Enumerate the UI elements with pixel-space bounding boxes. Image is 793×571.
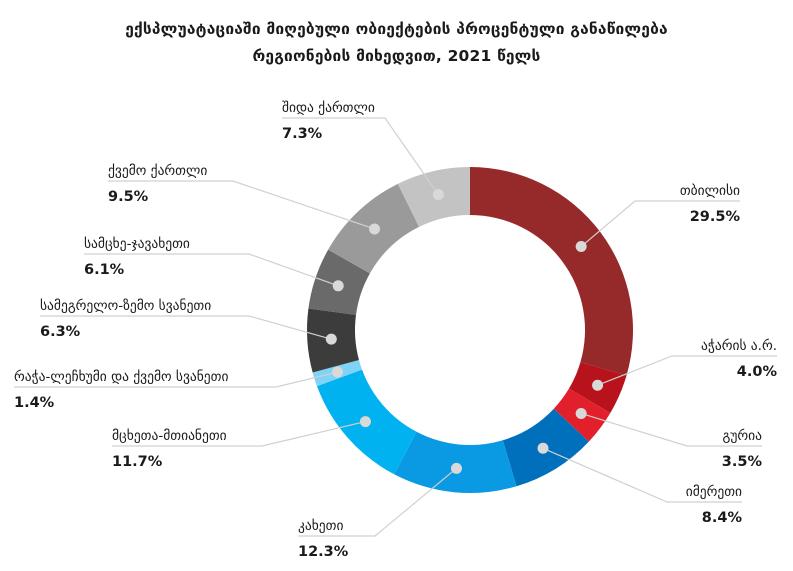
leader-line [84,253,339,287]
slice-marker-dot [332,280,344,292]
slice-label-name: თბილისი [680,183,740,199]
slice-label-name: სამცხე-ჯავახეთი [84,236,190,252]
slice-label-name: შიდა ქართლი [282,99,375,116]
slice-label-value: 4.0% [737,364,778,380]
slice-marker-dot [575,241,587,253]
slice-label-value: 6.1% [84,262,125,278]
slice-label-name: მცხეთა-მთიანეთი [112,428,227,444]
slice-label-name: ქვემო ქართლი [108,162,207,179]
slice-label-value: 3.5% [722,454,763,470]
chart-title-line-1: ექსპლუატაციაში მიღებული ობიექტების პროცე… [125,20,668,38]
slice-label-value: 29.5% [690,209,741,225]
slice-marker-dot [369,223,381,235]
slice-label-name: აჭარის ა.რ. [701,337,777,354]
slice-label-name: იმერეთი [686,483,742,500]
slice-marker-dot [359,416,371,428]
slice-label-name: რაჭა-ლეჩხუმი და ქვემო სვანეთი [14,368,228,385]
leader-line [108,180,375,230]
leader-line [597,355,777,386]
slice-1 [470,166,633,376]
slice-label-value: 8.4% [702,510,743,526]
slice-marker-dot [332,366,344,378]
leader-line [14,371,338,388]
slice-5 [394,431,517,493]
slice-label-name: გურია [723,427,763,444]
slice-marker-dot [325,333,337,345]
slice-marker-dot [592,379,604,391]
donut-slices [307,166,633,493]
leader-line [298,467,457,537]
leader-line [542,447,742,503]
slice-marker-dot [432,189,444,201]
chart-title-line-2: რეგიონების მიხედვით, 2021 წელს [252,47,541,65]
slice-label-value: 11.7% [112,454,163,470]
slice-marker-dot [450,462,462,474]
slice-label-value: 9.5% [108,189,149,205]
slice-label-value: 7.3% [282,126,323,142]
slice-label-value: 1.4% [14,395,55,411]
leader-line [580,412,762,447]
leader-line [282,117,439,195]
slice-labels: თბილისი 29.5% აჭარის ა.რ. 4.0% გურია 3.5% იმერ… [14,99,777,560]
slice-label-name: კახეთი [298,518,343,534]
slice-marker-dot [575,407,587,419]
leader-line [112,421,366,447]
slice-marker-dot [537,442,549,454]
slice-label-name: სამეგრელო-ზემო სვანეთი [40,297,211,314]
slice-label-value: 6.3% [40,324,81,340]
leader-line [40,315,332,340]
leader-line [580,200,740,247]
slice-label-value: 12.3% [298,544,349,560]
leader-lines [14,117,777,537]
